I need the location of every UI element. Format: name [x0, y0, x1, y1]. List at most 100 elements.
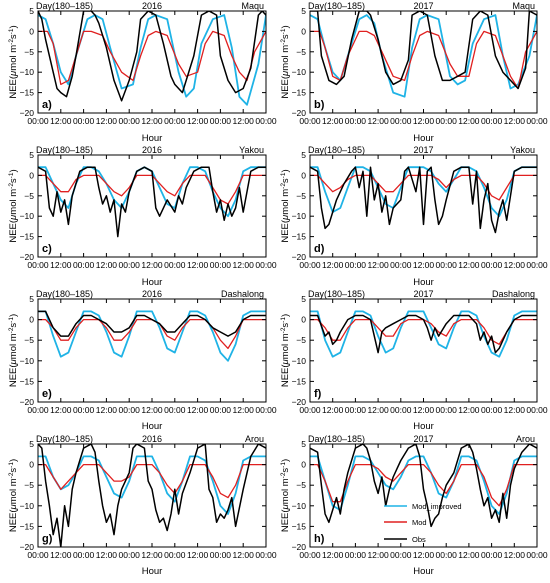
- y-tick-label: 5: [301, 294, 306, 304]
- series-line-mod: [310, 30, 537, 90]
- x-tick-label: 00:00: [210, 260, 232, 270]
- y-tick-label: −20: [20, 397, 35, 407]
- panel-site: Yakou: [239, 145, 264, 155]
- series-line-obs: [310, 314, 537, 354]
- x-tick-label: 00:00: [481, 405, 503, 415]
- x-tick-label: 00:00: [390, 116, 412, 126]
- x-tick-label: 00:00: [164, 405, 186, 415]
- x-tick-label: 00:00: [345, 116, 367, 126]
- x-tick-label: 12:00: [233, 405, 255, 415]
- y-tick-label: −20: [292, 252, 307, 262]
- y-tick-label: −15: [292, 232, 307, 242]
- x-tick-label: 12:00: [50, 260, 72, 270]
- x-tick-label: 00:00: [119, 116, 141, 126]
- panel-year: 2017: [413, 289, 433, 299]
- y-tick-label: −20: [20, 108, 35, 118]
- x-tick-label: 12:00: [50, 116, 72, 126]
- panel-site: Dashalong: [221, 289, 264, 299]
- x-tick-label: 00:00: [119, 550, 141, 560]
- x-tick-label: 12:00: [458, 260, 480, 270]
- x-tick-label: 12:00: [504, 116, 526, 126]
- day-range-label: Day(180–185): [36, 289, 93, 299]
- x-tick-label: 12:00: [458, 550, 480, 560]
- x-tick-label: 12:00: [141, 405, 163, 415]
- series-line-obs: [310, 166, 537, 234]
- legend-label: Mod: [412, 518, 427, 527]
- y-tick-label: −15: [292, 376, 307, 386]
- series-line-mod: [310, 463, 537, 507]
- y-tick-label: 5: [29, 439, 34, 449]
- x-tick-label: 00:00: [390, 405, 412, 415]
- y-tick-label: −10: [292, 211, 307, 221]
- y-tick-label: −20: [20, 252, 35, 262]
- y-tick-label: −15: [20, 521, 35, 531]
- x-axis-title: Hour: [413, 133, 434, 144]
- x-tick-label: 12:00: [50, 405, 72, 415]
- legend: Mod_improved Mod Obs: [384, 502, 462, 544]
- y-axis-title: NEE(μmol m-2s-1): [8, 169, 20, 242]
- x-tick-label: 12:00: [413, 405, 435, 415]
- legend-label: Obs: [412, 535, 426, 544]
- series-line-mod-improved: [38, 310, 266, 362]
- y-axis-title: NEE(μmol m-2s-1): [280, 25, 292, 98]
- x-tick-label: 00:00: [390, 550, 412, 560]
- y-tick-label: −15: [292, 521, 307, 531]
- panel-site: Maqu: [241, 1, 264, 11]
- x-tick-label: 00:00: [255, 260, 277, 270]
- panel-site: Maqu: [512, 1, 535, 11]
- series-line-mod-improved: [310, 455, 537, 515]
- y-tick-label: −10: [20, 67, 35, 77]
- series-line-obs: [310, 11, 537, 90]
- x-tick-label: 12:00: [504, 550, 526, 560]
- x-tick-label: 00:00: [119, 405, 141, 415]
- y-tick-label: −5: [296, 191, 306, 201]
- y-tick-label: 5: [29, 150, 34, 160]
- series-line-obs: [310, 444, 537, 528]
- panel-year: 2016: [142, 145, 162, 155]
- x-tick-label: 12:00: [141, 116, 163, 126]
- x-tick-label: 12:00: [458, 405, 480, 415]
- panel-site: Arou: [516, 434, 535, 444]
- y-axis-title: NEE(μmol m-2s-1): [8, 25, 20, 98]
- y-axis-title: NEE(μmol m-2s-1): [280, 459, 292, 532]
- panel-year: 2016: [142, 1, 162, 11]
- x-tick-label: 00:00: [27, 260, 49, 270]
- x-tick-label: 12:00: [413, 550, 435, 560]
- y-tick-label: −20: [292, 108, 307, 118]
- y-tick-label: −5: [24, 191, 34, 201]
- panel-site: Arou: [245, 434, 264, 444]
- series-line-mod-improved: [310, 166, 537, 218]
- x-tick-label: 00:00: [436, 260, 458, 270]
- x-tick-label: 00:00: [390, 260, 412, 270]
- x-tick-label: 00:00: [345, 550, 367, 560]
- series-line-obs: [38, 166, 266, 238]
- x-tick-label: 00:00: [73, 116, 95, 126]
- y-tick-label: 0: [29, 170, 34, 180]
- y-tick-label: 5: [301, 150, 306, 160]
- series-line-mod-improved: [38, 14, 266, 106]
- plot-frame: [37, 10, 267, 114]
- x-tick-label: 00:00: [73, 260, 95, 270]
- day-range-label: Day(180–185): [308, 1, 365, 11]
- panel-label: e): [42, 388, 52, 400]
- y-tick-label: −15: [20, 88, 35, 98]
- series-line-mod: [310, 174, 537, 201]
- series-line-mod-improved: [310, 310, 537, 358]
- x-tick-label: 12:00: [187, 116, 209, 126]
- panel-year: 2016: [142, 289, 162, 299]
- day-range-label: Day(180–185): [308, 289, 365, 299]
- x-tick-label: 00:00: [210, 550, 232, 560]
- x-axis-title: Hour: [413, 566, 434, 577]
- x-tick-label: 00:00: [526, 550, 548, 560]
- series-line-obs: [38, 11, 266, 102]
- panel-year: 2017: [413, 434, 433, 444]
- x-tick-label: 12:00: [141, 260, 163, 270]
- panel-label: a): [42, 99, 52, 111]
- day-range-label: Day(180–185): [308, 145, 365, 155]
- panel-site: Dashalong: [492, 289, 535, 299]
